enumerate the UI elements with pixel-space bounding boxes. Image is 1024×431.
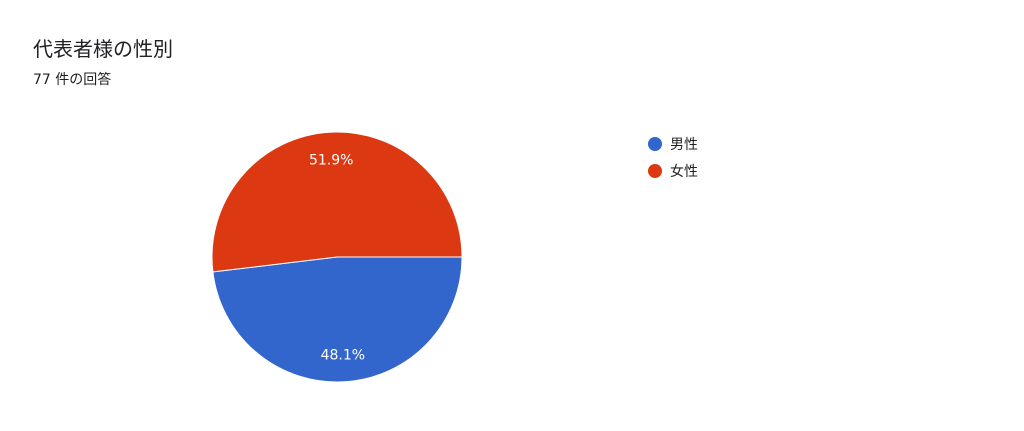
legend: 男性 女性: [648, 130, 698, 184]
slice-label-1: 51.9%: [309, 153, 353, 169]
pie-slice-0[interactable]: [212, 256, 463, 383]
legend-label: 女性: [670, 163, 698, 180]
slice-label-0: 48.1%: [321, 347, 365, 363]
pie-slice-1[interactable]: [211, 131, 463, 273]
chart-title: 代表者様の性別: [33, 37, 173, 61]
legend-swatch: [648, 163, 662, 178]
legend-swatch: [648, 136, 662, 151]
response-count: 77 件の回答: [33, 72, 112, 88]
legend-label: 男性: [670, 136, 698, 153]
legend-item-male[interactable]: 男性: [648, 130, 698, 157]
legend-item-female[interactable]: 女性: [648, 157, 698, 184]
